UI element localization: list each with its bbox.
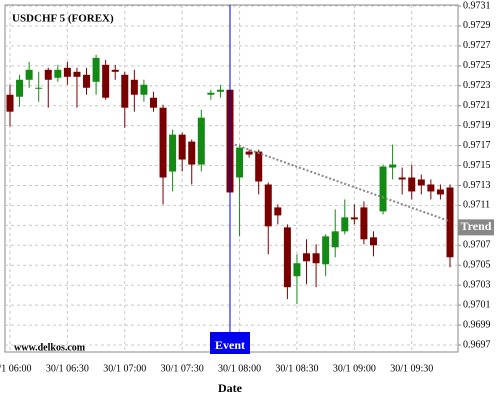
candle-body [379, 166, 387, 212]
x-tick-label: 30/1 07:00 [103, 363, 146, 374]
candle-body [83, 74, 91, 88]
y-tick-label: 0.9699 [463, 319, 491, 330]
trend-label-box [458, 219, 494, 236]
candle-body [188, 141, 196, 165]
candle-body [293, 263, 301, 277]
y-tick-label: 0.9727 [463, 40, 491, 51]
candle-body [159, 107, 167, 178]
candle-body [178, 134, 186, 160]
y-tick-label: 0.9707 [463, 240, 491, 251]
x-tick-label: 30/1 06:30 [46, 363, 89, 374]
candle-body [389, 164, 397, 168]
candle-body [102, 64, 110, 98]
candle-body [121, 74, 129, 108]
x-tick-label: 30/1 09:00 [333, 363, 376, 374]
x-tick-label: 30/1 08:00 [218, 363, 261, 374]
candle-body [312, 253, 320, 264]
candle-body [140, 84, 148, 95]
x-axis-label: Date [218, 381, 243, 395]
event-label-box [210, 332, 250, 354]
candle-body [245, 151, 253, 155]
y-tick-label: 0.9713 [463, 180, 491, 191]
candle-body [54, 69, 62, 78]
candle-body [369, 237, 377, 246]
candle-body [207, 92, 215, 95]
x-tick-label: 30/1 06:00 [0, 363, 32, 374]
candle-body [6, 94, 14, 112]
candle-body [111, 69, 119, 72]
candle-body [44, 69, 52, 80]
candle-body [417, 179, 425, 186]
y-tick-label: 0.9711 [463, 200, 490, 211]
y-tick-label: 0.9703 [463, 279, 491, 290]
candle-body [73, 71, 81, 77]
candle-body [63, 67, 71, 77]
watermark: www.delkos.com [14, 342, 86, 353]
chart-title: USDCHF 5 (FOREX) [12, 13, 114, 25]
candle-body [331, 231, 339, 248]
candle-body [427, 184, 435, 192]
trend-label: Trend [461, 219, 492, 233]
candle-body [322, 236, 330, 265]
candle-body [283, 227, 291, 288]
candle-body [408, 177, 416, 192]
y-tick-label: 0.9697 [463, 339, 491, 350]
candle-body [149, 97, 157, 108]
y-tick-label: 0.9719 [463, 120, 491, 131]
candle-body [216, 89, 224, 92]
candle-body [169, 134, 177, 172]
candle-body [130, 79, 138, 95]
candle-body [236, 147, 244, 178]
y-tick-label: 0.9731 [463, 0, 491, 11]
candle-body [398, 177, 406, 180]
y-tick-label: 0.9701 [463, 299, 491, 310]
candle-body [25, 69, 33, 80]
y-tick-label: 0.9705 [463, 260, 491, 271]
candle-body [436, 189, 444, 195]
y-tick-label: 0.9725 [463, 60, 491, 71]
candle-body [350, 217, 358, 220]
candle-body [264, 184, 272, 227]
candle-body [92, 57, 100, 82]
y-tick-label: 0.9729 [463, 20, 491, 31]
candle-body [303, 253, 311, 262]
x-tick-label: 30/1 08:30 [275, 363, 318, 374]
candle-body [446, 187, 454, 258]
y-tick-label: 0.9723 [463, 80, 491, 91]
candle-body [360, 207, 368, 240]
candle-body [274, 207, 282, 216]
candle-body [35, 87, 43, 89]
x-tick-label: 30/1 07:30 [161, 363, 204, 374]
candle-body [341, 217, 349, 232]
candle-body [16, 79, 24, 97]
y-tick-label: 0.9715 [463, 160, 491, 171]
candle-body [255, 151, 263, 182]
candle-body [197, 117, 205, 165]
y-tick-label: 0.9721 [463, 100, 491, 111]
y-tick-label: 0.9717 [463, 140, 491, 151]
event-label: Event [215, 338, 245, 352]
x-tick-label: 30/1 09:30 [390, 363, 433, 374]
